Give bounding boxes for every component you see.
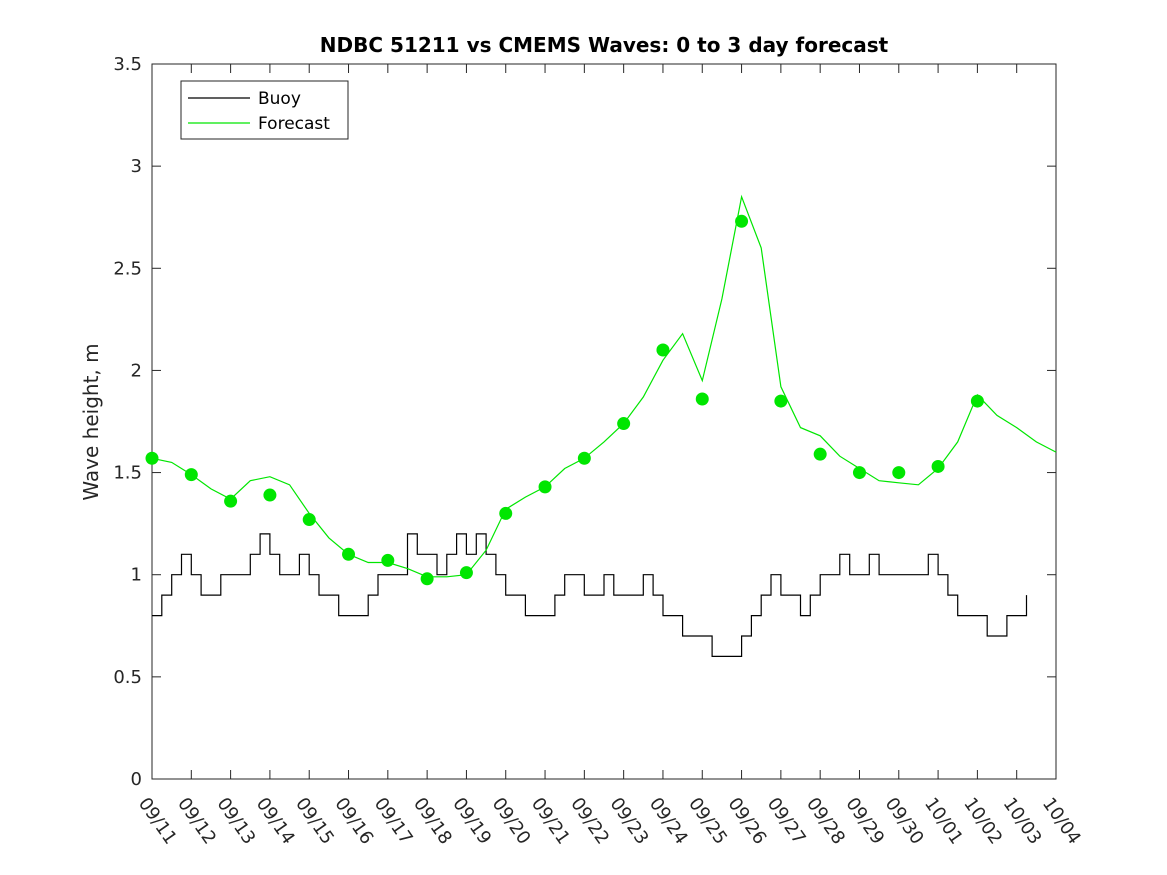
forecast-point: [459, 566, 473, 580]
buoy-line: [152, 533, 1028, 657]
forecast-point: [970, 394, 984, 408]
y-axis-label: Wave height, m: [79, 343, 103, 500]
y-tick-label: 3: [131, 156, 142, 177]
y-axis: 0 0.5 1 1.5 2 2.5 3 3.5: [113, 54, 1056, 790]
forecast-point: [263, 488, 277, 502]
forecast-point: [774, 394, 788, 408]
forecast-point: [695, 392, 709, 406]
forecast-point: [735, 214, 749, 228]
forecast-point: [813, 447, 827, 461]
forecast-point: [656, 343, 670, 357]
forecast-line: [151, 194, 1057, 578]
forecast-point: [538, 480, 552, 494]
y-tick-label: 0.5: [113, 667, 142, 688]
y-tick-label: 2: [131, 360, 142, 381]
forecast-point: [499, 506, 513, 520]
forecast-point: [852, 466, 866, 480]
forecast-point: [145, 451, 159, 465]
forecast-point: [420, 572, 434, 586]
forecast-point: [892, 466, 906, 480]
y-tick-label: 0: [131, 769, 142, 790]
forecast-point: [577, 451, 591, 465]
y-tick-label: 1.5: [113, 463, 142, 484]
y-tick-label: 1: [131, 565, 142, 586]
buoy-series: [152, 533, 1028, 657]
y-tick-label: 2.5: [113, 258, 142, 279]
forecast-point: [342, 547, 356, 561]
forecast-series: [151, 194, 1057, 578]
forecast-point: [931, 459, 945, 473]
legend: Buoy Forecast: [180, 80, 349, 140]
series-layer: [151, 194, 1057, 657]
forecast-point: [381, 553, 395, 567]
forecast-point: [184, 468, 198, 482]
forecast-point: [302, 513, 316, 527]
plot-area: [151, 63, 1057, 780]
forecast-point: [617, 417, 631, 431]
chart-title: NDBC 51211 vs CMEMS Waves: 0 to 3 day fo…: [320, 33, 889, 57]
y-tick-label: 3.5: [113, 54, 142, 75]
legend-forecast-label: Forecast: [258, 114, 330, 134]
forecast-point: [224, 494, 238, 508]
legend-buoy-label: Buoy: [258, 89, 301, 109]
marker-layer: [145, 214, 984, 586]
legend-box: [180, 80, 349, 140]
